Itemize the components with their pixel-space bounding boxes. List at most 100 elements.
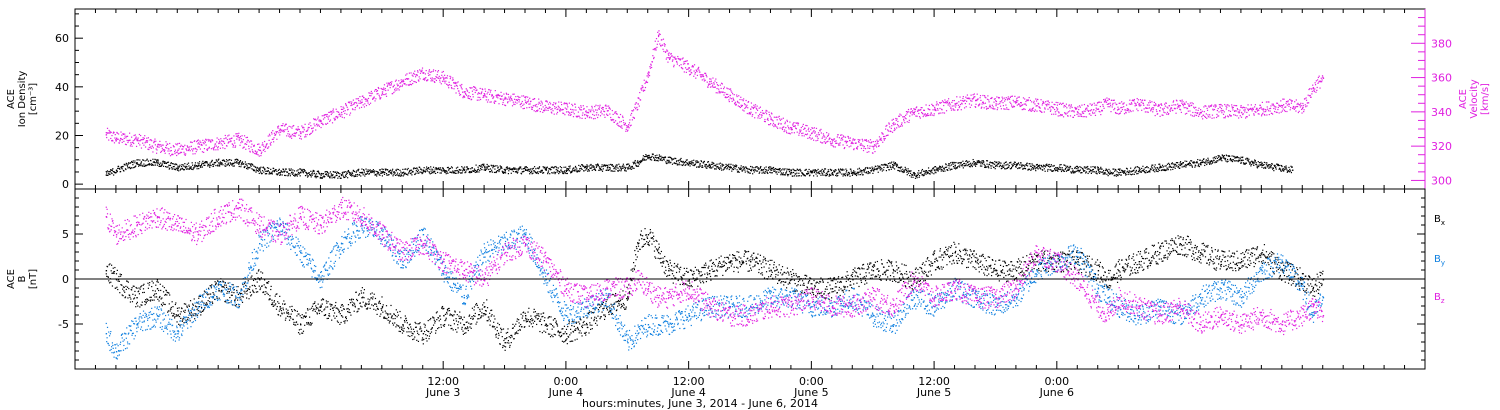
data-point bbox=[254, 152, 256, 155]
data-point bbox=[288, 172, 290, 175]
data-point bbox=[1179, 105, 1181, 107]
data-point bbox=[769, 171, 771, 173]
data-point bbox=[960, 99, 962, 102]
data-point bbox=[606, 167, 609, 169]
data-point bbox=[1263, 111, 1265, 113]
data-point bbox=[1164, 112, 1166, 114]
data-point bbox=[837, 172, 839, 174]
data-point bbox=[189, 167, 191, 169]
data-point bbox=[860, 174, 862, 176]
data-point bbox=[115, 139, 117, 141]
data-point bbox=[740, 104, 742, 106]
data-point bbox=[820, 170, 822, 172]
data-point bbox=[522, 168, 525, 170]
data-point bbox=[469, 96, 471, 98]
data-point bbox=[308, 172, 310, 174]
data-point bbox=[1098, 101, 1100, 103]
data-point bbox=[651, 159, 653, 161]
data-point bbox=[323, 114, 325, 116]
data-point bbox=[401, 172, 404, 174]
data-point bbox=[652, 153, 654, 155]
data-point bbox=[138, 164, 141, 166]
data-point bbox=[1313, 90, 1315, 93]
data-point bbox=[253, 165, 255, 167]
data-point bbox=[823, 171, 825, 173]
data-point bbox=[588, 112, 590, 114]
data-point bbox=[140, 134, 142, 137]
data-point bbox=[308, 126, 310, 129]
data-point bbox=[108, 173, 110, 175]
data-point bbox=[783, 130, 785, 133]
data-point bbox=[588, 109, 590, 111]
data-point bbox=[513, 168, 516, 170]
data-point bbox=[547, 173, 549, 175]
data-point bbox=[1213, 105, 1215, 107]
data-point bbox=[151, 140, 153, 142]
data-point bbox=[237, 135, 239, 137]
data-point bbox=[146, 158, 148, 160]
data-point bbox=[1226, 106, 1228, 108]
data-point bbox=[320, 119, 322, 122]
data-point bbox=[779, 169, 781, 171]
data-point bbox=[1302, 104, 1304, 107]
data-point bbox=[1141, 99, 1144, 101]
data-point bbox=[110, 137, 112, 140]
data-point bbox=[718, 88, 720, 90]
data-point bbox=[945, 102, 947, 104]
data-point bbox=[751, 166, 753, 168]
data-point bbox=[656, 46, 658, 48]
data-point bbox=[586, 111, 588, 114]
data-point bbox=[604, 116, 606, 118]
data-point bbox=[887, 129, 889, 131]
data-point bbox=[176, 154, 178, 157]
data-point bbox=[381, 94, 383, 96]
data-point bbox=[256, 153, 258, 155]
data-point bbox=[343, 171, 345, 173]
data-point bbox=[527, 100, 529, 103]
data-point bbox=[970, 100, 972, 102]
data-point bbox=[1308, 102, 1310, 104]
data-point bbox=[1206, 117, 1208, 119]
data-point bbox=[1294, 107, 1296, 109]
data-point bbox=[252, 168, 254, 171]
data-point bbox=[622, 116, 624, 119]
data-point bbox=[696, 166, 698, 168]
data-point bbox=[554, 107, 556, 110]
data-point bbox=[177, 142, 179, 145]
data-point bbox=[333, 111, 335, 113]
data-point bbox=[401, 81, 403, 83]
data-point bbox=[684, 63, 686, 65]
data-point bbox=[691, 162, 693, 164]
data-point bbox=[1019, 105, 1021, 108]
data-point bbox=[124, 143, 127, 145]
data-point bbox=[598, 107, 600, 110]
data-point bbox=[485, 168, 487, 170]
data-point bbox=[292, 135, 294, 137]
data-point bbox=[196, 168, 198, 170]
data-point bbox=[722, 169, 724, 171]
data-point bbox=[1221, 112, 1223, 114]
data-point bbox=[1236, 105, 1238, 107]
data-point bbox=[520, 106, 522, 108]
data-point bbox=[708, 163, 710, 165]
data-point bbox=[369, 92, 371, 94]
data-point bbox=[230, 140, 232, 142]
data-point bbox=[1051, 113, 1053, 115]
data-point bbox=[347, 170, 349, 172]
data-point bbox=[688, 161, 690, 163]
data-point bbox=[383, 84, 386, 86]
data-point bbox=[839, 142, 841, 144]
data-point bbox=[531, 173, 533, 175]
data-point bbox=[1204, 116, 1207, 119]
data-point bbox=[704, 165, 706, 167]
data-point bbox=[709, 81, 711, 83]
data-point bbox=[1018, 103, 1020, 105]
data-point bbox=[708, 165, 710, 167]
data-point bbox=[502, 99, 505, 101]
data-point bbox=[1133, 100, 1135, 102]
data-point bbox=[486, 96, 488, 98]
data-point bbox=[449, 171, 451, 173]
data-point bbox=[621, 125, 623, 127]
data-point bbox=[959, 103, 962, 106]
data-point bbox=[351, 173, 354, 175]
